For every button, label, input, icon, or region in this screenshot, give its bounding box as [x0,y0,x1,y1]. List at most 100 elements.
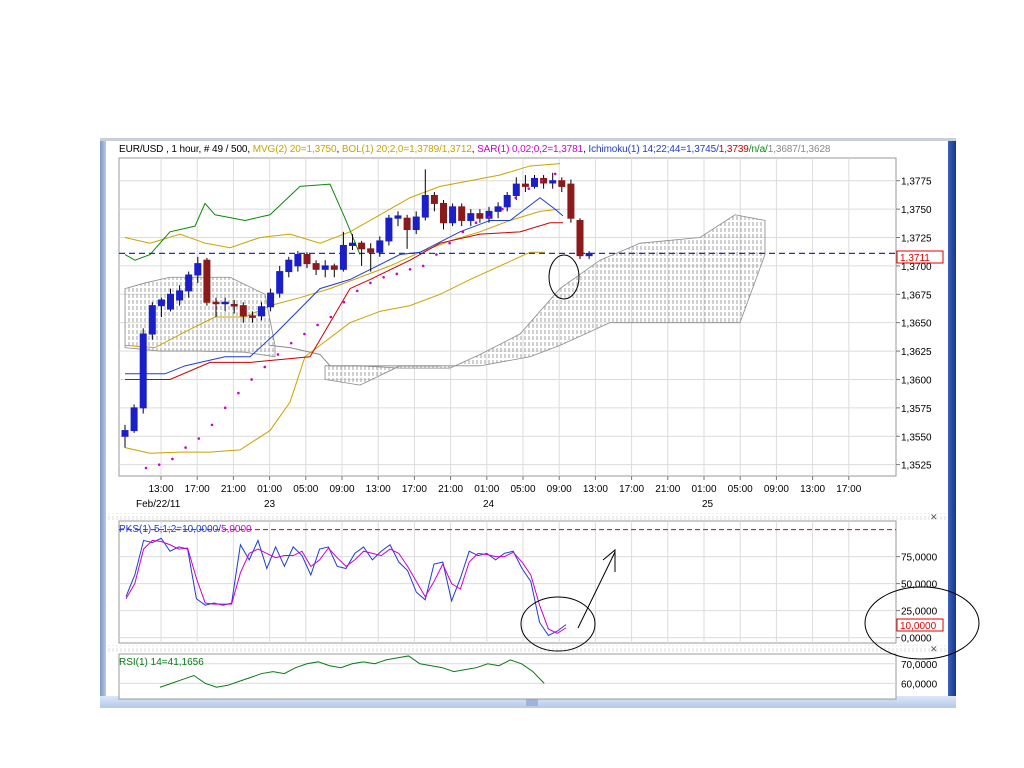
sar-dot [382,275,385,279]
candle-body [258,306,265,317]
panel-separator-2[interactable] [106,645,948,653]
sar-dot [289,341,293,345]
candle-body [567,183,575,219]
pks-sep: / [218,524,222,535]
sar-dot [395,272,399,276]
annotation-circle-pks [520,596,596,652]
time-tick-label: 01:00 [257,484,282,495]
price-tick-label: 1,3575 [901,404,932,415]
close-icon[interactable]: ✕ [930,512,938,522]
sar-dot [329,315,333,319]
candle-body [503,194,511,208]
symbol-label: EUR/USD , 1 hour, # 49 / 500 [119,144,248,155]
sar-dot [210,423,214,427]
candle-body [221,301,229,305]
candle-body [494,206,502,212]
right-scrollbar[interactable] [948,141,956,696]
candle-body [540,177,548,184]
candle-body [167,293,174,310]
price-tick-label: 1,3725 [901,234,932,245]
candles [121,169,593,448]
candle-body [121,430,129,437]
sar-label: SAR(1) 0,02;0,2=1,3781 [477,144,584,155]
ichimoku-lagging-line [124,183,361,261]
time-tick-label: 13:00 [583,484,608,495]
panel-separator[interactable] [106,513,948,521]
time-tick-label: 09:00 [764,484,789,495]
pks-plot-area [118,520,897,644]
sar-dot [276,353,280,356]
annotation-circle-price [548,254,580,300]
candle-body [148,305,156,335]
time-axis: 13:00 17:00 21:00 01:00 05:00 09:00 13:00 17:00… [136,476,862,510]
time-tick-label: 13:00 [148,484,173,495]
candle-body [531,177,538,187]
sar-dot [501,207,504,211]
candle-body [185,274,193,292]
sar-dot [448,241,451,245]
pks-legend: PKS(1) 5;1;2=10,0000/5,0000 [119,524,252,535]
annotation-circle-axis [864,586,980,660]
candle-body [267,292,275,308]
chart-legend: EUR/USD , 1 hour, # 49 / 500, MVG(2) 20=… [119,144,831,155]
time-tick-label: 21:00 [438,484,463,495]
ichimoku-label: Ichimoku(1) 14;22;44=1,3745/ [588,144,719,155]
scrollbar-grip[interactable] [526,698,538,706]
rsi-line [159,655,545,688]
sar-dot [408,268,412,271]
candle-body [203,259,211,303]
ichimoku-label-c: /n/a/ [748,144,768,155]
sar-dot [157,463,161,466]
pks-tick-label: 50,0000 [901,580,938,591]
pks-lines [125,537,567,637]
candle-body [285,259,293,273]
candle-body [349,242,356,246]
pks-tick-label: 25,0000 [901,607,938,618]
candle-body [403,217,411,231]
sar-dot [553,172,557,176]
moving-average [124,208,561,349]
sar-dot [184,446,187,449]
sar-dot [487,215,491,219]
close-icon-2[interactable]: ✕ [930,644,938,654]
sar-dot [316,323,319,327]
date-label: Feb/22/11 [136,499,181,510]
annotation-arrow [577,548,616,629]
sar-dot [263,365,267,369]
time-tick-label: 05:00 [293,484,318,495]
current-price-box [896,250,944,264]
sar-dot [144,466,148,470]
current-price-label: 1,3711 [900,253,930,264]
candle-body [476,213,484,219]
candle-body [576,219,584,257]
rsi-series [159,655,545,688]
candle-body [421,194,429,218]
sar-dot [250,378,253,381]
rsi-plot-area [118,653,897,700]
time-tick-label: 09:00 [547,484,572,495]
sar-dot [303,332,306,336]
time-tick-label: 13:00 [366,484,391,495]
candle-body [248,315,256,318]
candle-body [276,271,284,294]
candle-body [339,244,347,270]
sar-dot [435,253,438,256]
time-tick-label: 21:00 [655,484,680,495]
candle-body [176,290,184,301]
time-tick-label: 21:00 [221,484,246,495]
candle-body [394,215,402,219]
candle-body [521,183,529,187]
ichimoku-label-d: 1,3687/1,3628 [767,144,831,155]
sar-dot [474,221,478,225]
lagging-line [269,344,440,367]
sar-dot [461,230,465,234]
ichimoku-kijun [125,222,563,380]
candle-body [139,333,147,409]
sar-dot [514,196,517,200]
bollinger-lower [124,251,545,454]
time-tick-label: 01:00 [474,484,499,495]
mvg-label: MVG(2) 20=1,3750 [252,144,337,155]
time-tick-label: 13:00 [800,484,825,495]
price-tick-label: 1,3625 [901,347,932,358]
